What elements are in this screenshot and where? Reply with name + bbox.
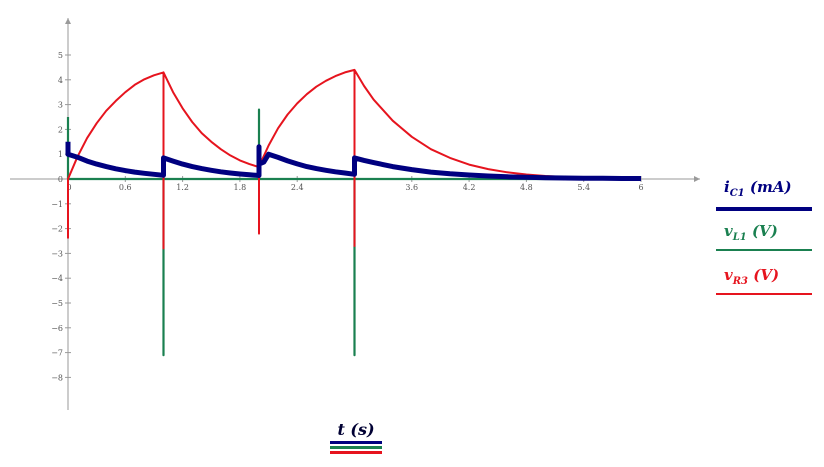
- x-label-line-resistor-voltage: [330, 451, 382, 454]
- series-current-line: [65, 141, 641, 181]
- legend-swatch-inductor-voltage: [716, 249, 812, 251]
- x-tick-label: 0.6: [119, 183, 132, 192]
- legend: iC1 (mA) vL1 (V) vR3 (V): [716, 178, 812, 310]
- series-lines: [65, 68, 642, 357]
- x-tick-label: 4.8: [520, 183, 533, 192]
- x-tick-label: 2.4: [291, 183, 304, 192]
- x-tick-label: 3.6: [405, 183, 418, 192]
- legend-swatch-resistor-voltage: [716, 293, 812, 295]
- legend-item-inductor-voltage: vL1 (V): [716, 222, 812, 266]
- y-tick-label: −1: [51, 200, 63, 209]
- y-tick-label: −7: [51, 349, 63, 358]
- x-tick-label: 1.8: [234, 183, 247, 192]
- x-tick-label: 1.2: [176, 183, 189, 192]
- x-tick-label: 5.4: [577, 183, 590, 192]
- legend-label-current: iC1 (mA): [724, 178, 792, 199]
- y-tick-label: 2: [58, 125, 63, 134]
- legend-swatch-current: [716, 207, 812, 211]
- x-label-line-inductor-voltage: [330, 446, 382, 449]
- y-axis-arrow-icon: [65, 18, 71, 24]
- y-tick-label: −2: [51, 225, 63, 234]
- y-tick-label: 3: [58, 101, 63, 110]
- x-axis-label: t (s): [330, 420, 382, 454]
- series-resistor-voltage-line: [67, 68, 642, 250]
- y-tick-label: 5: [58, 51, 63, 60]
- x-label-line-current: [330, 441, 382, 444]
- y-tick-label: −5: [51, 299, 63, 308]
- legend-label-resistor-voltage: vR3 (V): [724, 266, 780, 287]
- legend-label-inductor-voltage: vL1 (V): [724, 222, 778, 243]
- tick-labels: 0.6 1.2 1.8 2.4 3.6 4.2 4.8 5.4 6 5 4 3 2 1 0 −1 −2 −3 −4 −…: [51, 51, 643, 382]
- x-axis-arrow-icon: [694, 176, 700, 182]
- x-axis-label-text: t (s): [337, 420, 375, 439]
- legend-item-current: iC1 (mA): [716, 178, 812, 222]
- x-tick-label: 6: [638, 183, 643, 192]
- legend-item-resistor-voltage: vR3 (V): [716, 266, 812, 310]
- y-tick-label: 1: [58, 150, 63, 159]
- y-tick-label: −4: [51, 274, 63, 283]
- y-tick-label: 4: [58, 76, 63, 85]
- y-tick-label: −3: [51, 249, 63, 258]
- y-tick-label: 0: [58, 175, 63, 184]
- y-tick-label: −8: [51, 373, 63, 382]
- x-tick-label: 4.2: [463, 183, 476, 192]
- y-tick-label: −6: [51, 324, 63, 333]
